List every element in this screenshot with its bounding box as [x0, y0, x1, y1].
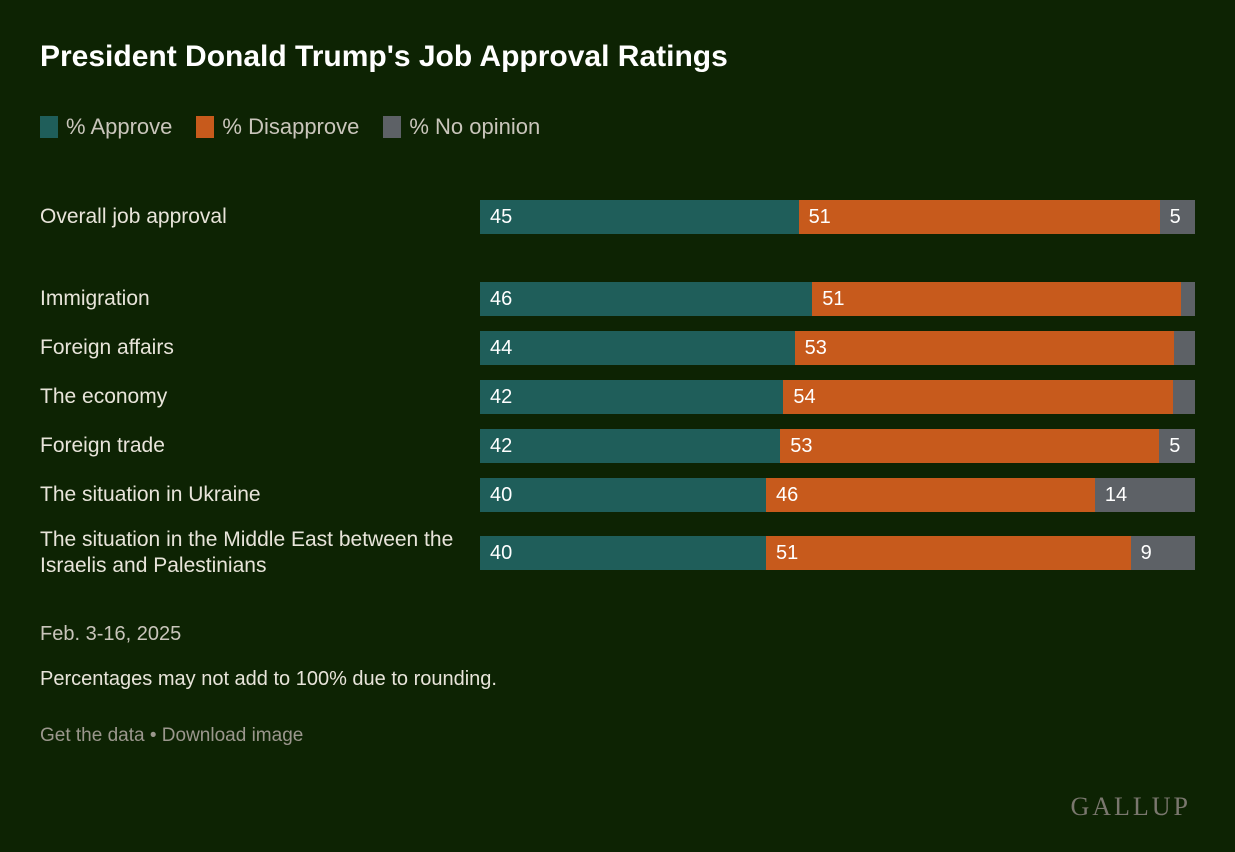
legend-label: % Approve — [66, 114, 172, 140]
get-the-data-link[interactable]: Get the data — [40, 725, 145, 746]
bar-segment-disapprove: 53 — [780, 429, 1159, 463]
legend-label: % No opinion — [409, 114, 540, 140]
chart-row: Foreign affairs4453 — [40, 331, 1195, 365]
bar-segment-disapprove: 51 — [799, 200, 1160, 234]
stacked-bar: 404614 — [480, 478, 1195, 512]
row-label: Foreign affairs — [40, 335, 480, 361]
bar-segment-disapprove: 53 — [795, 331, 1174, 365]
row-label: Immigration — [40, 286, 480, 312]
bar-segment-approve: 40 — [480, 536, 766, 570]
chart-title: President Donald Trump's Job Approval Ra… — [40, 40, 1195, 74]
bar-segment-noopinion — [1174, 331, 1195, 365]
brand-logo: GALLUP — [1070, 792, 1191, 822]
row-label: The economy — [40, 384, 480, 410]
bar-segment-noopinion — [1173, 380, 1195, 414]
bar-segment-disapprove: 46 — [766, 478, 1095, 512]
download-image-link[interactable]: Download image — [162, 725, 304, 746]
legend: % Approve % Disapprove % No opinion — [40, 114, 1195, 140]
bar-segment-disapprove: 54 — [783, 380, 1173, 414]
footer-date: Feb. 3-16, 2025 — [40, 623, 1195, 646]
stacked-bar: 45515 — [480, 200, 1195, 234]
chart-row: The situation in the Middle East between… — [40, 527, 1195, 580]
footer-links: Get the data • Download image — [40, 725, 1195, 747]
bar-segment-approve: 42 — [480, 380, 783, 414]
row-label: Overall job approval — [40, 204, 480, 230]
bar-segment-noopinion: 5 — [1159, 429, 1195, 463]
stacked-bar: 40519 — [480, 536, 1195, 570]
legend-label: % Disapprove — [222, 114, 359, 140]
stacked-bar: 42535 — [480, 429, 1195, 463]
row-label: Foreign trade — [40, 433, 480, 459]
row-label: The situation in Ukraine — [40, 482, 480, 508]
stacked-bar: 4453 — [480, 331, 1195, 365]
row-label: The situation in the Middle East between… — [40, 527, 480, 580]
footer-note: Percentages may not add to 100% due to r… — [40, 668, 1195, 691]
bar-segment-disapprove: 51 — [766, 536, 1131, 570]
legend-swatch — [40, 116, 58, 138]
legend-swatch — [383, 116, 401, 138]
chart-row: Immigration4651 — [40, 282, 1195, 316]
stacked-bar: 4254 — [480, 380, 1195, 414]
legend-item: % Disapprove — [196, 114, 359, 140]
bar-segment-noopinion: 5 — [1160, 200, 1195, 234]
bar-segment-noopinion: 14 — [1095, 478, 1195, 512]
bar-segment-approve: 44 — [480, 331, 795, 365]
chart-row: The economy4254 — [40, 380, 1195, 414]
legend-item: % Approve — [40, 114, 172, 140]
legend-swatch — [196, 116, 214, 138]
bar-segment-approve: 45 — [480, 200, 799, 234]
bar-segment-approve: 46 — [480, 282, 812, 316]
bar-segment-disapprove: 51 — [812, 282, 1180, 316]
stacked-bar: 4651 — [480, 282, 1195, 316]
chart-row: Foreign trade42535 — [40, 429, 1195, 463]
chart-row: Overall job approval45515 — [40, 200, 1195, 234]
bar-segment-approve: 40 — [480, 478, 766, 512]
link-separator: • — [145, 725, 162, 746]
bar-segment-noopinion — [1181, 282, 1195, 316]
bar-segment-approve: 42 — [480, 429, 780, 463]
chart-rows: Overall job approval45515Immigration4651… — [40, 200, 1195, 595]
bar-segment-noopinion: 9 — [1131, 536, 1195, 570]
legend-item: % No opinion — [383, 114, 540, 140]
chart-row: The situation in Ukraine404614 — [40, 478, 1195, 512]
